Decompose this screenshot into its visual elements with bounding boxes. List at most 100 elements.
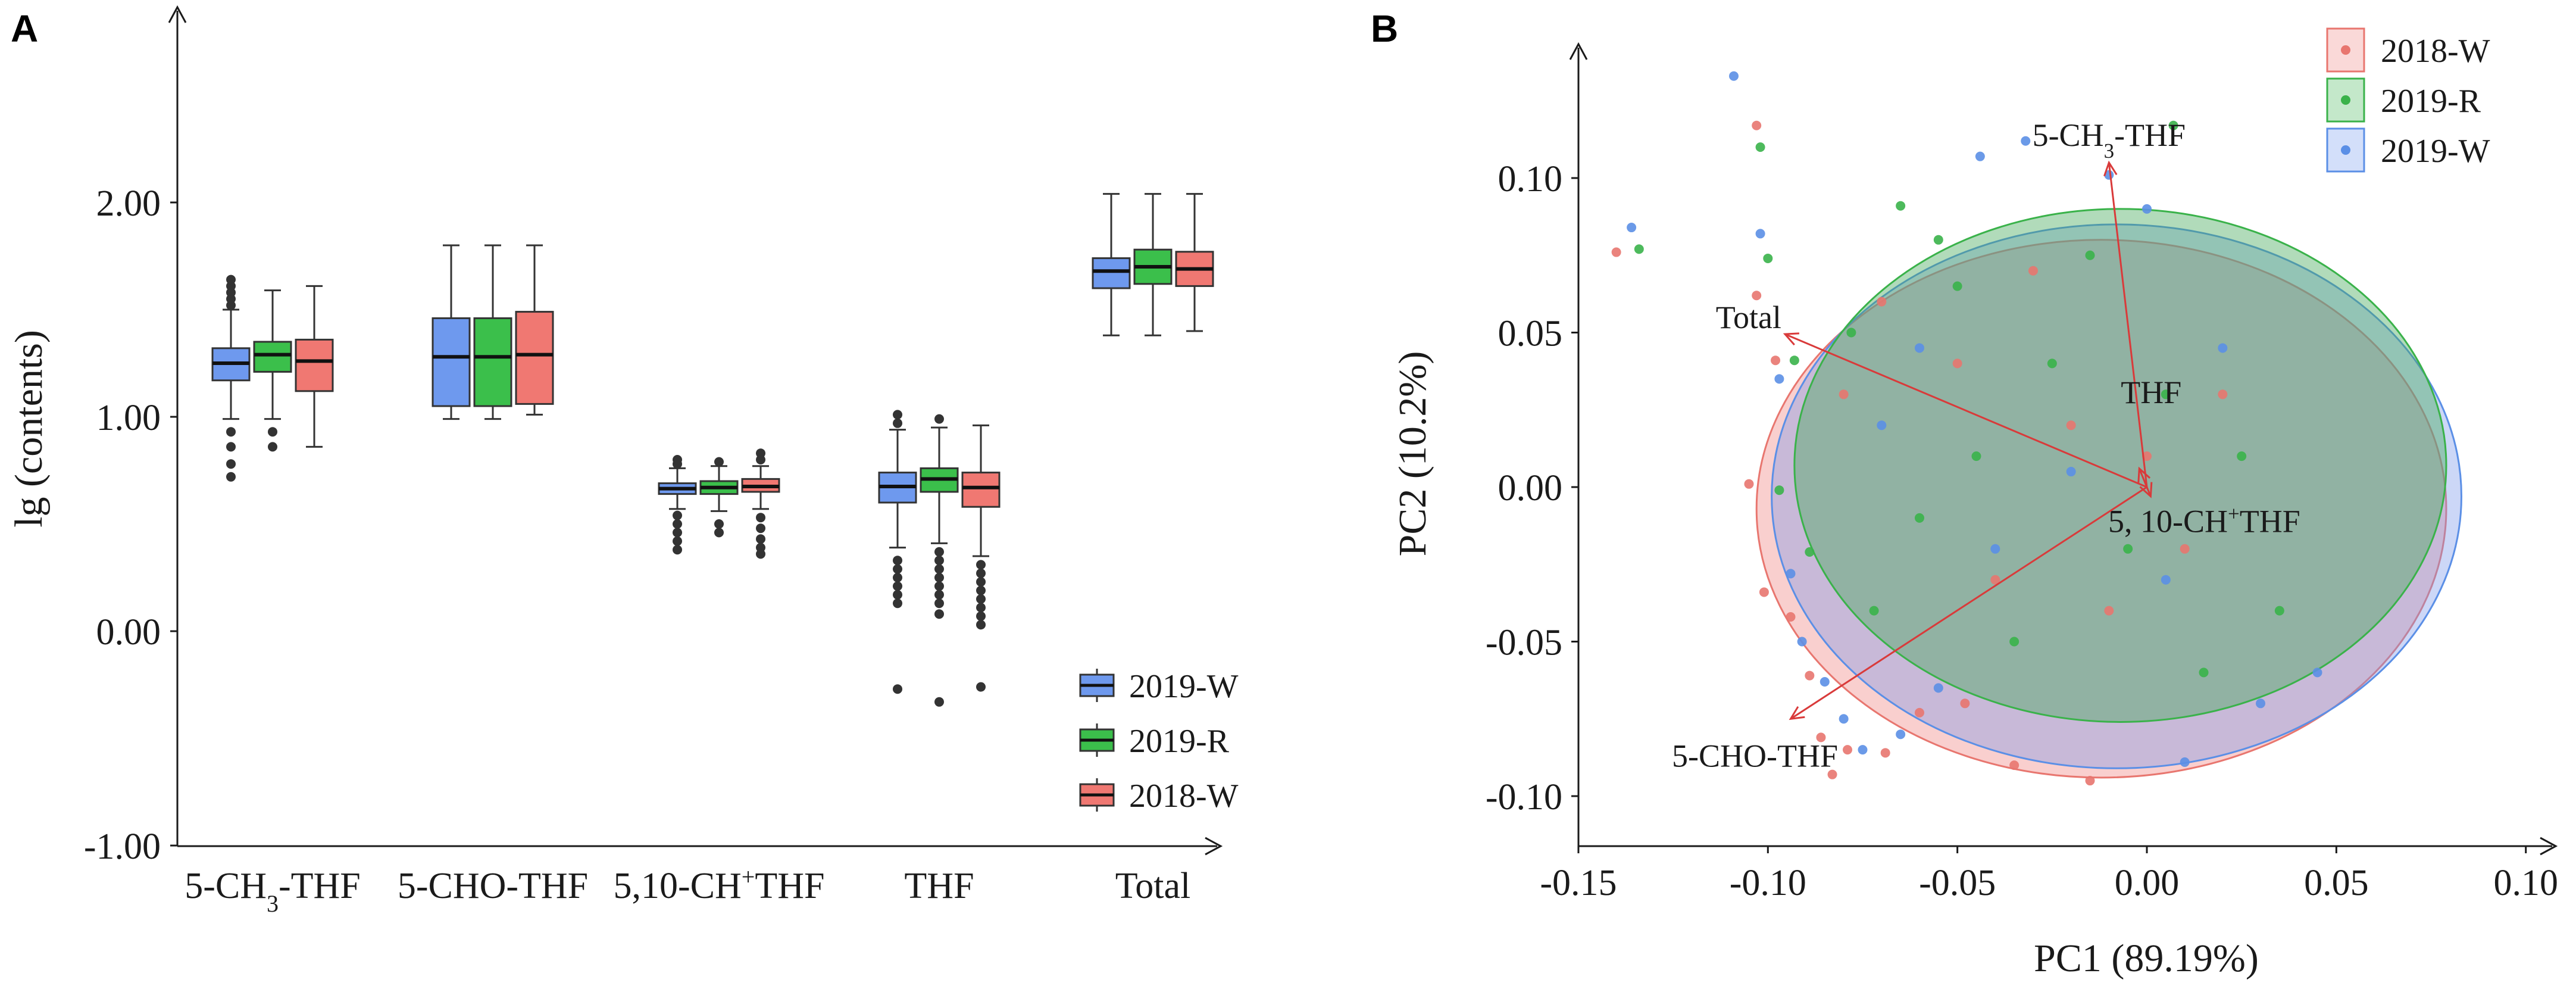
panel-a-category-label: THF [904, 866, 974, 906]
legend-label: 2019-W [1129, 668, 1239, 705]
panel-b-y-tick-label: 0.05 [1498, 314, 1563, 354]
box-outlier [976, 577, 986, 587]
point-2019-R [1763, 253, 1773, 263]
box-outlier [226, 472, 236, 482]
box-outlier [976, 682, 986, 692]
legend-label: 2019-W [2381, 133, 2490, 170]
box-outlier [756, 513, 765, 523]
box-outlier [673, 519, 682, 529]
panel-a-y-tick-label: -1.00 [84, 826, 161, 867]
label-part: Total [1716, 300, 1781, 335]
label-part: 5,10-CH [614, 866, 742, 906]
point-2018-W [1827, 769, 1837, 779]
box-body [253, 341, 292, 373]
panel-a-y-axis-arrowhead [168, 5, 187, 23]
loading-arrowhead [1783, 332, 1799, 346]
panel-b-legend-item: 2019-R [2326, 77, 2481, 123]
panel-a-category-label: 5-CHO-THF [398, 866, 588, 906]
panel-b-x-axis-label: PC1 (89.19%) [2034, 937, 2259, 980]
point-2018-W [1752, 120, 1762, 130]
loading-arrowhead [2103, 160, 2118, 177]
box-outlier [226, 427, 236, 437]
panel-b-legend-item: 2019-W [2326, 127, 2490, 173]
box-outlier [673, 528, 682, 538]
box-2018-W-Total [1175, 193, 1214, 332]
panel-a-legend-item: 2018-W [1079, 778, 1239, 815]
label-part: + [742, 863, 755, 890]
box-2019-R-Total [1133, 193, 1173, 336]
panel-b-y-tick-label: 0.10 [1498, 159, 1563, 199]
point-2019-W [1990, 544, 2000, 554]
point-2019-W [1896, 729, 1906, 740]
point-2019-R [1634, 244, 1644, 254]
point-2018-W [1744, 479, 1754, 489]
label-part: 3 [267, 890, 279, 917]
panel-b-x-tick-label: 0.00 [2115, 863, 2180, 903]
point-2019-W [1839, 714, 1849, 724]
label-part: -THF [2114, 117, 2186, 153]
box-2019-W-Total [1092, 193, 1131, 336]
label-part: 5, 10-CH [2108, 504, 2228, 539]
point-2019-W [1755, 229, 1765, 239]
point-2019-R [2123, 544, 2133, 554]
panel-b-ellipses [1755, 208, 2462, 779]
panel-b-x-tick-label: 0.10 [2493, 863, 2558, 903]
box-outlier [893, 418, 902, 428]
box-outlier [893, 556, 902, 566]
panel-a-y-axis-label: lg (contents) [7, 330, 51, 528]
box-outlier [756, 549, 765, 559]
point-2019-R [2168, 120, 2178, 130]
box-body [432, 317, 471, 407]
point-2019-W [1914, 343, 1924, 353]
box-outlier [673, 510, 682, 520]
panel-a-x-axis-arrowhead [1205, 837, 1223, 856]
point-2018-W [1759, 587, 1769, 597]
box-outlier [268, 427, 277, 437]
box-outlier [934, 547, 944, 557]
box-outlier [934, 581, 944, 591]
loading-arrow: 5, 10-CH+THF [2108, 482, 2300, 539]
point-2019-W [2142, 204, 2152, 214]
loading-label: Total [1716, 300, 1781, 335]
box-outlier [893, 410, 902, 420]
point-2018-W [1771, 355, 1781, 366]
box-outlier [226, 459, 236, 469]
panel-b-y-axis-arrowhead [1569, 42, 1588, 60]
point-2018-W [1914, 707, 1924, 718]
ellipse-2019-R [1793, 208, 2447, 723]
point-2019-W [2066, 467, 2076, 477]
box-outlier [934, 414, 944, 424]
box-body [295, 338, 334, 392]
box-outlier [976, 594, 986, 604]
point-2019-R [1805, 547, 1815, 557]
loading-label: 5, 10-CH+THF [2108, 502, 2300, 539]
box-outlier [893, 589, 902, 600]
label-part: THF [904, 866, 974, 906]
point-2019-R [2199, 668, 2209, 678]
box-outlier [714, 457, 724, 467]
box-2018-W-5,10-CH+THF [741, 448, 780, 559]
box-outlier [893, 684, 902, 694]
legend-dot [2341, 145, 2350, 155]
label-part: THF [2240, 504, 2300, 539]
point-2019-W [1975, 151, 1985, 161]
panel-b-legend-item: 2018-W [2326, 27, 2490, 73]
point-2019-R [1896, 201, 1906, 211]
panel-b-x-tick-label: -0.05 [1919, 863, 1996, 903]
panel-a-category-label: 5-CH3-THF [185, 866, 361, 917]
box-outlier [673, 455, 682, 464]
point-2018-W [1990, 575, 2000, 585]
box-outlier [714, 528, 724, 538]
point-2019-R [1846, 327, 1856, 338]
point-2019-W [1858, 745, 1868, 755]
box-2019-R-5-CH3-THF [253, 289, 292, 452]
point-2019-R [1971, 451, 1981, 461]
box-outlier [714, 519, 724, 529]
point-2019-R [2009, 637, 2019, 647]
point-2018-W [2218, 389, 2228, 400]
loading-arrow-line [2138, 468, 2148, 488]
box-2018-W-5-CHO-THF [515, 244, 554, 416]
box-outlier [673, 545, 682, 555]
loading-arrow: 5-CHO-THF [1672, 486, 2147, 773]
